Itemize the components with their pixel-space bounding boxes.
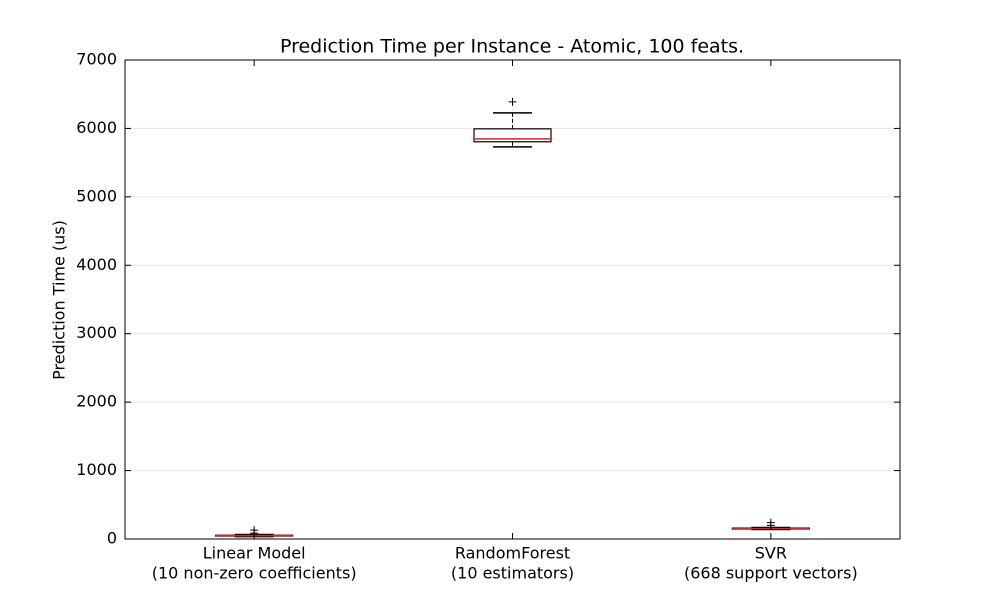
flier <box>250 526 259 535</box>
x-tick-label: Linear Model <box>203 544 306 563</box>
y-tick-label: 1000 <box>76 460 117 479</box>
y-axis-label: Prediction Time (us) <box>50 220 69 380</box>
x-tick-label: SVR <box>755 544 787 563</box>
x-tick-label: (668 support vectors) <box>684 564 858 583</box>
y-tick-label: 7000 <box>76 50 117 69</box>
y-tick-label: 0 <box>107 529 117 548</box>
y-tick-label: 5000 <box>76 186 117 205</box>
chart-title: Prediction Time per Instance - Atomic, 1… <box>280 36 744 58</box>
y-tick-label: 4000 <box>76 255 117 274</box>
x-tick-label: (10 non-zero coefficients) <box>152 564 357 583</box>
box <box>473 128 552 143</box>
flier <box>508 97 517 106</box>
y-tick-label: 2000 <box>76 392 117 411</box>
flier <box>766 518 775 527</box>
x-tick-label: RandomForest <box>455 544 570 563</box>
y-tick-label: 6000 <box>76 118 117 137</box>
plot-frame <box>124 59 901 540</box>
y-tick-label: 3000 <box>76 323 117 342</box>
x-tick-label: (10 estimators) <box>451 564 574 583</box>
